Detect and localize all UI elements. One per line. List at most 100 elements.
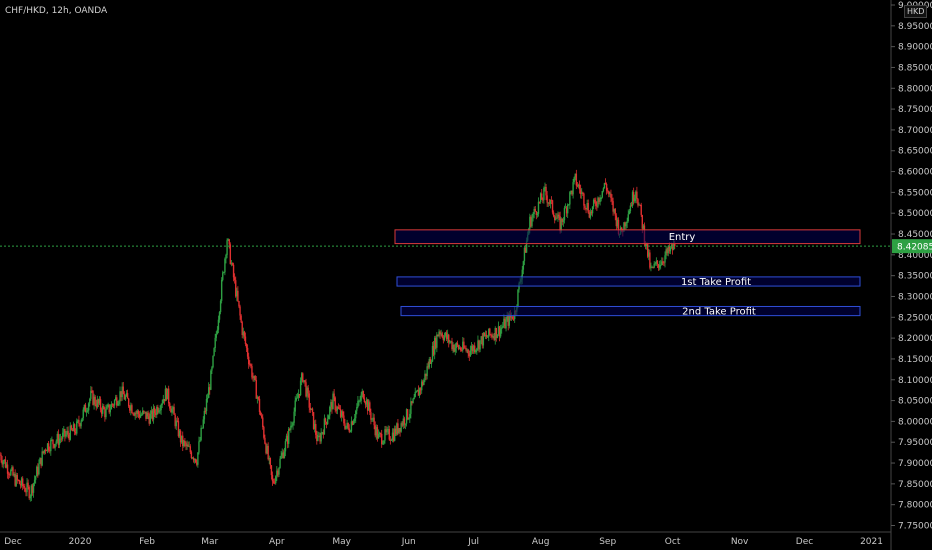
candle-body: [170, 408, 172, 413]
candle-body: [429, 359, 432, 364]
candle-body: [28, 486, 30, 499]
candle-body: [92, 391, 94, 405]
candle-body: [197, 452, 199, 465]
candle-body: [99, 399, 102, 410]
candle-body: [325, 421, 328, 425]
candle-body: [190, 452, 193, 459]
candle-body: [417, 389, 420, 396]
candle-body: [295, 397, 297, 401]
candle-body: [666, 249, 668, 254]
candle-body: [379, 433, 382, 435]
candle-body: [370, 412, 372, 420]
candle-body: [364, 402, 367, 405]
candle-body: [572, 182, 574, 195]
candle-body: [73, 424, 76, 432]
candle-body: [83, 404, 86, 410]
candle-body: [20, 478, 23, 486]
candle-body: [303, 380, 305, 382]
candle-body: [477, 340, 479, 349]
candle-body: [537, 201, 540, 214]
candle-body: [340, 411, 343, 417]
candle-body: [315, 424, 317, 435]
candle-body: [206, 397, 209, 399]
candle-body: [82, 409, 84, 418]
currency-badge[interactable]: HKD: [904, 5, 928, 18]
price-tick-label: 8.35000: [898, 272, 932, 282]
candle-body: [239, 306, 241, 316]
candle-body: [343, 415, 345, 424]
candle-body: [241, 322, 243, 336]
candle-body: [674, 243, 676, 247]
candle-body: [110, 403, 113, 410]
candle-body: [67, 430, 69, 435]
candle-body: [22, 478, 24, 487]
zone-label: 1st Take Profit: [681, 277, 751, 288]
candle-body: [307, 387, 309, 394]
candle-body: [357, 400, 359, 408]
candle-body: [592, 199, 595, 207]
candle-body: [667, 246, 669, 254]
candle-body: [111, 403, 114, 405]
candle-body: [55, 441, 57, 444]
price-tick-label: 8.90000: [898, 43, 932, 53]
candle-body: [436, 334, 438, 348]
candle-body: [91, 390, 93, 392]
zone-box[interactable]: [394, 229, 861, 245]
candle-body: [186, 444, 188, 447]
zone-box[interactable]: [396, 276, 861, 287]
candle-body: [169, 403, 171, 409]
candle-body: [102, 405, 104, 414]
candle-body: [425, 373, 427, 377]
candle-body: [284, 441, 287, 452]
candle-body: [377, 434, 380, 439]
candle-body: [397, 423, 399, 433]
candle-body: [290, 425, 292, 430]
candle-body: [568, 204, 570, 206]
candle-body: [280, 455, 282, 459]
candle-body: [489, 328, 491, 335]
time-axis[interactable]: Dec 2020 Feb Mar Apr May Jun Jul Aug Sep Oct Nov Dec…: [4, 537, 883, 547]
candle-body: [545, 187, 547, 196]
price-tick-label: 8.60000: [898, 168, 932, 178]
candle-body: [326, 419, 329, 425]
candle-body: [609, 193, 611, 195]
candle-body: [418, 388, 421, 396]
candle-body: [432, 345, 435, 355]
candle-body: [329, 406, 331, 416]
time-tick-label: Sep: [599, 537, 616, 547]
candle-body: [636, 191, 638, 200]
candle-body: [547, 202, 549, 204]
price-tick-label: 8.10000: [898, 376, 932, 386]
candle-body: [348, 428, 350, 432]
candle-body: [231, 263, 234, 265]
candle-body: [482, 332, 485, 346]
zone-box[interactable]: [400, 305, 861, 317]
symbol-title[interactable]: CHF/HKD, 12h, OANDA: [5, 6, 108, 16]
time-tick-label: May: [332, 537, 351, 547]
candle-body: [37, 466, 39, 475]
candle-body: [81, 417, 83, 422]
candle-body: [409, 413, 411, 419]
candle-body: [654, 263, 656, 265]
candle-body: [576, 185, 579, 187]
candle-body: [46, 443, 49, 452]
candle-body: [3, 459, 6, 462]
candle-body: [662, 261, 664, 263]
price-axis[interactable]: 9.000008.950008.900008.850008.800008.750…: [891, 1, 932, 532]
candle-body: [463, 341, 465, 348]
candle-body: [625, 223, 627, 227]
candle-body: [124, 396, 127, 400]
candle-body: [298, 394, 301, 396]
candle-body: [220, 279, 223, 301]
time-tick-label: Apr: [269, 537, 285, 547]
candle-body: [403, 418, 406, 425]
candle-body: [130, 405, 132, 411]
candle-body: [384, 429, 386, 441]
candle-body: [259, 411, 262, 416]
candle-body: [108, 404, 110, 413]
candle-body: [642, 225, 645, 229]
candle-body: [415, 391, 418, 393]
candle-body: [332, 393, 334, 410]
time-tick-label: Dec: [4, 537, 21, 547]
